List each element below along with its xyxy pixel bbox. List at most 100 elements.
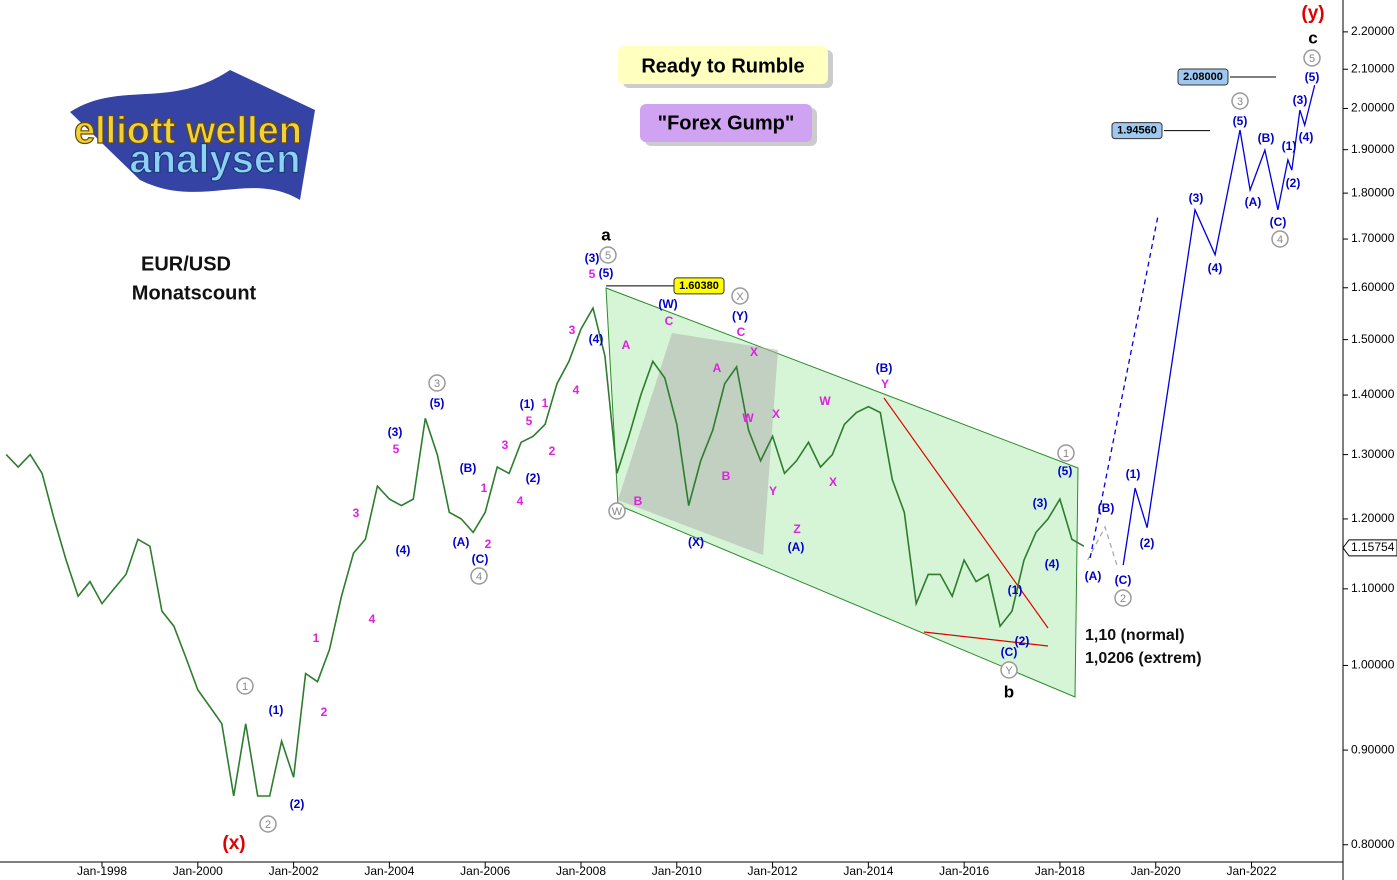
wave-label: 1 [242, 681, 248, 693]
wave-label: 4 [476, 571, 482, 583]
price-line [1089, 215, 1159, 559]
wave-label: (A) [1245, 195, 1262, 209]
wave-circle [1000, 661, 1018, 679]
trend-line [923, 631, 1049, 647]
x-tick-label: Jan-2020 [1131, 864, 1181, 878]
wave-label: X [750, 345, 758, 359]
wave-label: (B) [876, 361, 893, 375]
wave-circle [1057, 444, 1075, 462]
x-tick-label: Jan-2014 [843, 864, 893, 878]
wave-circle [470, 567, 488, 585]
wave-label: (B) [1098, 501, 1115, 515]
wave-label: 5 [1309, 53, 1315, 65]
y-tick-label: 2.20000 [1351, 24, 1395, 38]
wave-label: (1) [1008, 583, 1023, 597]
price-label: 1.60380 [679, 280, 719, 292]
wave-label: (C) [472, 552, 489, 566]
wave-label: C [665, 314, 674, 328]
wave-label: 5 [589, 267, 596, 281]
wave-label: (1) [1126, 467, 1141, 481]
x-tick-label: Jan-2008 [556, 864, 606, 878]
wave-label: A [622, 338, 631, 352]
wave-label: 3 [502, 438, 509, 452]
wave-label: A [713, 361, 722, 375]
wave-label: (1) [269, 703, 284, 717]
wave-label: (Y) [732, 309, 748, 323]
price-box [673, 277, 725, 295]
box-text: "Forex Gump" [658, 112, 795, 134]
wave-label: 1 [481, 481, 488, 495]
wave-label: (X) [688, 535, 704, 549]
wave-label: (B) [460, 461, 477, 475]
wave-circle [259, 815, 277, 833]
wave-label: (1) [520, 397, 535, 411]
wave-label: 4 [517, 494, 524, 508]
wave-circle [1271, 230, 1289, 248]
wave-label: (1) [1282, 139, 1297, 153]
triangle-zone [618, 333, 778, 555]
current-price-label: 1.15754 [1351, 540, 1395, 554]
wave-circle [608, 502, 626, 520]
wave-label: Y [881, 377, 889, 391]
y-tick-label: 1.60000 [1351, 280, 1395, 294]
wave-label: X [736, 291, 744, 303]
wave-label: (3) [388, 425, 403, 439]
wave-circle [236, 677, 254, 695]
wave-label: 1 [542, 396, 549, 410]
price-label: 1.94560 [1117, 125, 1157, 137]
wave-label: 1 [313, 631, 320, 645]
wave-label: (5) [430, 396, 445, 410]
wave-label: 2 [321, 705, 328, 719]
wave-circle [1231, 92, 1249, 110]
y-tick-label: 1.20000 [1351, 511, 1395, 525]
y-tick-label: 1.90000 [1351, 142, 1395, 156]
wave-label: a [601, 225, 611, 244]
x-tick-label: Jan-2016 [939, 864, 989, 878]
wave-label: (C) [1270, 215, 1287, 229]
wave-label: c [1308, 28, 1317, 47]
wave-label: 2 [1120, 593, 1126, 605]
wave-label: W [742, 411, 754, 425]
price-line [1122, 84, 1316, 566]
label-box [640, 104, 812, 142]
chart-title: EUR/USD [141, 253, 231, 275]
wave-label: 3 [569, 323, 576, 337]
y-tick-label: 1.00000 [1351, 658, 1395, 672]
wave-label: Y [1005, 665, 1013, 677]
wave-label: 4 [369, 612, 376, 626]
y-tick-label: 2.00000 [1351, 101, 1395, 115]
y-tick-label: 1.70000 [1351, 231, 1395, 245]
logo: elliott wellen analysen [70, 70, 315, 200]
trend-line [883, 397, 1049, 629]
x-tick-label: Jan-1998 [77, 864, 127, 878]
wave-circle [731, 287, 749, 305]
y-tick-label: 0.90000 [1351, 742, 1395, 756]
wave-label: (4) [396, 543, 411, 557]
wave-label: (4) [589, 332, 604, 346]
logo-text: analysen [129, 138, 300, 182]
wave-label: (3) [1293, 93, 1308, 107]
y-tick-label: 1.10000 [1351, 581, 1395, 595]
price-box [1111, 122, 1163, 140]
wave-label: (C) [1115, 573, 1132, 587]
wave-label: (x) [222, 833, 245, 854]
wave-circle [1303, 49, 1321, 67]
wave-label: (5) [1305, 70, 1320, 84]
wave-label: Z [793, 522, 800, 536]
current-price-tag [1342, 539, 1397, 557]
x-tick-label: Jan-2010 [652, 864, 702, 878]
wave-label: B [722, 469, 731, 483]
wave-label: 2 [265, 819, 271, 831]
wave-label: (2) [1015, 634, 1030, 648]
price-line [1087, 525, 1118, 566]
wave-label: (2) [1140, 536, 1155, 550]
wave-label: (4) [1045, 557, 1060, 571]
wave-label: (C) [1001, 645, 1018, 659]
wave-label: Y [769, 484, 777, 498]
wave-label: (2) [526, 471, 541, 485]
y-tick-label: 1.30000 [1351, 447, 1395, 461]
wave-label: (2) [290, 797, 305, 811]
wave-label: 3 [434, 378, 440, 390]
wave-label: (4) [1299, 130, 1314, 144]
